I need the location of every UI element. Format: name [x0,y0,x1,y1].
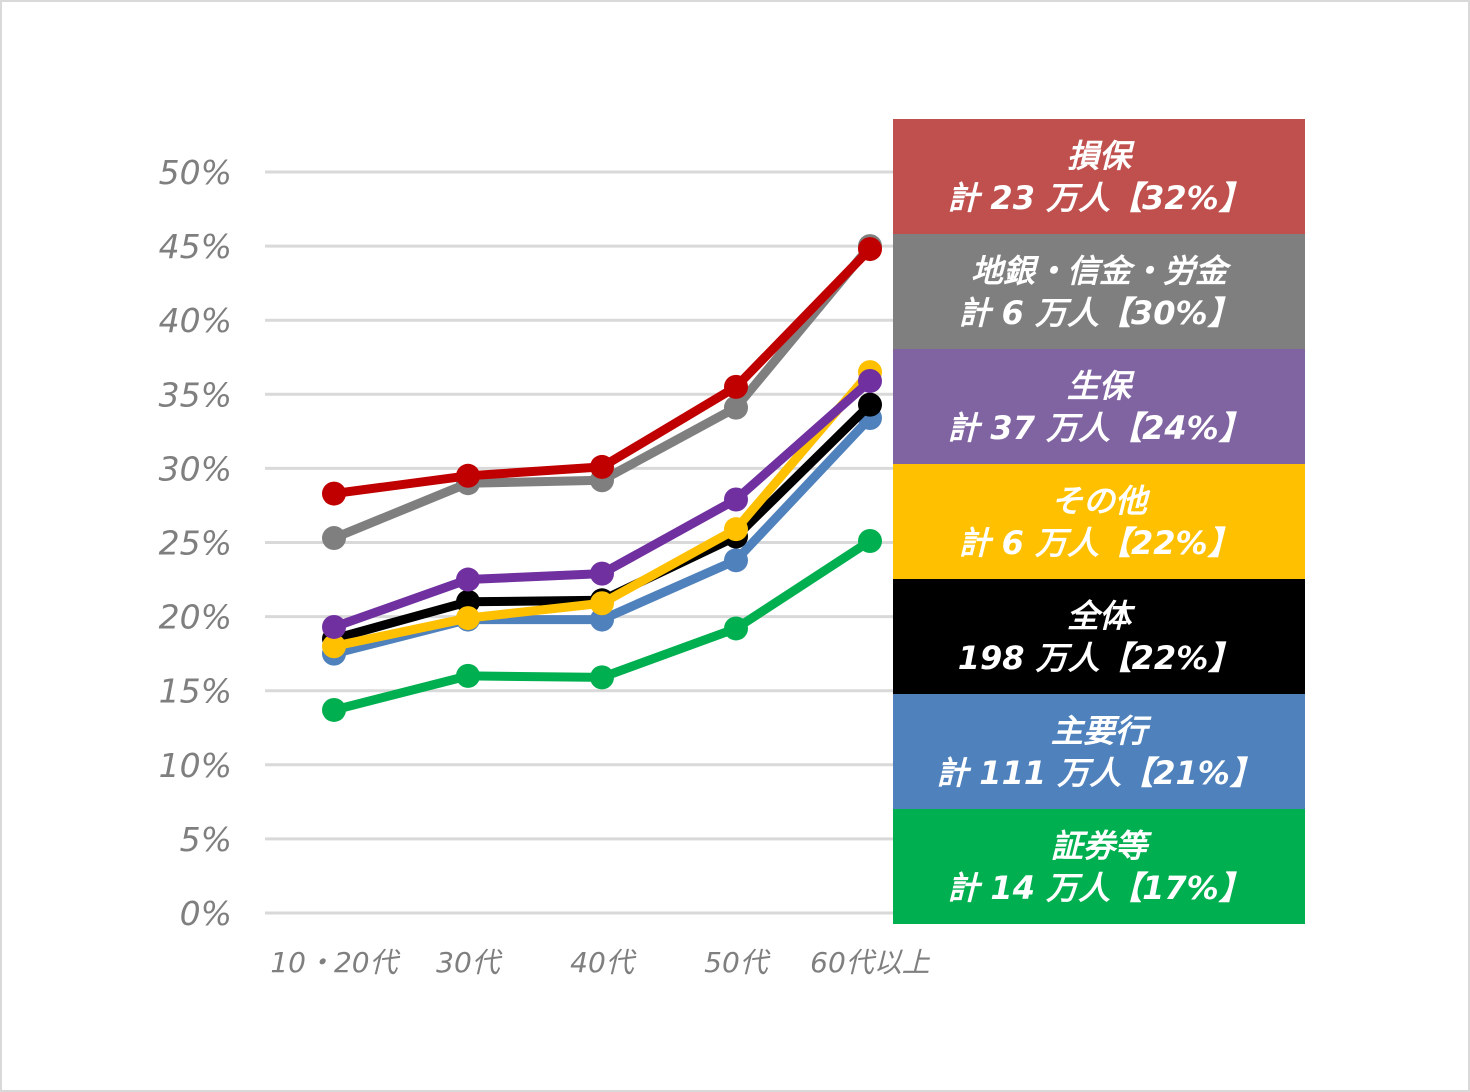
legend-series-name: 証券等 [1050,826,1147,865]
legend-series-name: 主要行 [1050,711,1147,750]
x-tick-label: 30代 [436,946,503,979]
y-tick-label: 10% [159,746,232,785]
data-point [858,237,882,262]
legend-entry: 主要行計 111 万人【21%】 [893,694,1305,809]
data-point [858,392,882,417]
series-3 [322,368,882,639]
data-point [322,697,346,722]
legend-entry: 証券等計 14 万人【17%】 [893,809,1305,924]
y-axis-ticks: 0% 5% 10% 15% 20% 25% 30% 35% 40% 45% 50% [159,153,232,933]
legend-series-name: 全体 [1066,596,1131,635]
legend-series-detail: 計 23 万人【32%】 [947,178,1251,217]
data-point [724,616,748,641]
legend: 損保計 23 万人【32%】 地銀・信金・労金計 6 万人【30%】 生保計 37 … [893,119,1305,924]
x-axis-ticks: 10・20代 30代 40代 50代 60代以上 [270,946,930,979]
series-1 [322,237,882,506]
legend-series-detail: 計 6 万人【30%】 [958,293,1240,332]
legend-entry: その他計 6 万人【22%】 [893,464,1305,579]
legend-entry: 全体 198 万人【22%】 [893,579,1305,694]
y-tick-label: 35% [159,375,232,414]
x-tick-label: 60代以上 [810,946,931,979]
data-point [858,529,882,554]
y-tick-label: 40% [159,301,232,340]
data-point [322,526,346,551]
data-point [456,567,480,592]
y-tick-label: 50% [159,153,232,192]
legend-series-detail: 計 14 万人【17%】 [947,868,1251,907]
x-tick-label: 40代 [570,946,637,979]
data-point [590,591,614,616]
series-7 [322,529,882,722]
data-point [456,463,480,488]
legend-series-detail: 計 111 万人【21%】 [936,753,1262,792]
legend-entry: 地銀・信金・労金計 6 万人【30%】 [893,234,1305,349]
legend-entry: 生保計 37 万人【24%】 [893,349,1305,464]
data-point [590,665,614,690]
data-point [858,368,882,393]
y-tick-label: 30% [159,449,232,488]
y-tick-label: 0% [180,894,232,933]
y-tick-label: 25% [159,524,232,563]
legend-entry: 損保計 23 万人【32%】 [893,119,1305,234]
data-point [322,481,346,506]
data-point [590,454,614,479]
x-tick-label: 50代 [704,946,771,979]
data-point [322,614,346,639]
legend-series-name: 地銀・信金・労金 [970,251,1227,290]
series-group [322,234,882,722]
y-tick-label: 20% [159,598,232,637]
series-2 [322,234,882,551]
x-tick-label: 10・20代 [270,946,400,979]
data-point [724,395,748,420]
data-point [456,606,480,631]
data-point [724,374,748,399]
y-tick-label: 45% [159,227,232,266]
legend-series-name: 生保 [1066,366,1131,405]
data-point [590,561,614,586]
legend-series-detail: 198 万人【22%】 [957,638,1241,677]
data-point [322,634,346,659]
data-point [456,663,480,688]
legend-series-name: その他 [1050,481,1147,520]
legend-series-name: 損保 [1066,136,1131,175]
y-tick-label: 15% [159,672,232,711]
gridlines [265,170,930,915]
legend-series-detail: 計 6 万人【22%】 [958,523,1240,562]
data-point [724,548,748,573]
series-line [332,243,874,543]
y-tick-label: 5% [180,820,232,859]
legend-series-detail: 計 37 万人【24%】 [947,408,1251,447]
data-point [724,487,748,512]
data-point [724,517,748,542]
